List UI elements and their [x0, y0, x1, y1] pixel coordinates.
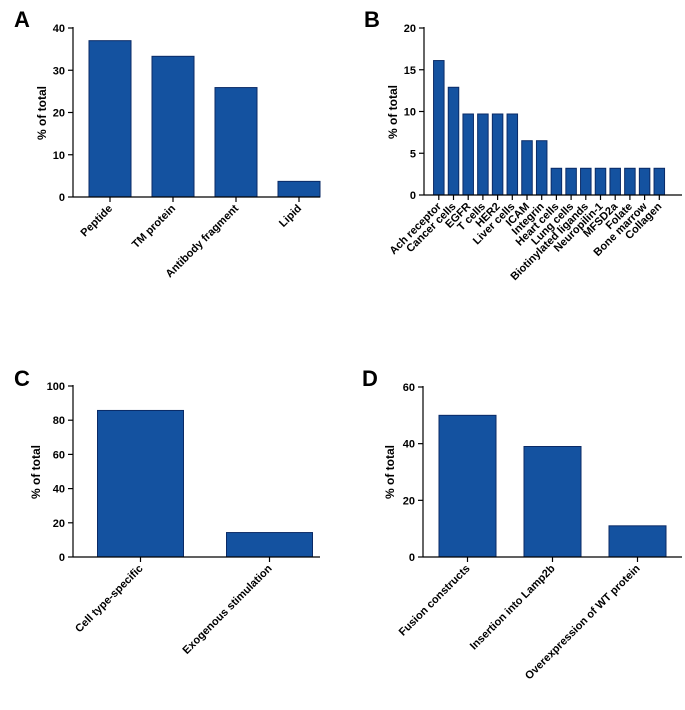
bar: [624, 167, 636, 196]
bar: [462, 113, 474, 196]
bar: [477, 113, 489, 196]
y-tick-label: 20: [53, 108, 65, 120]
y-tick-label: 60: [403, 382, 415, 394]
bar: [653, 167, 666, 196]
y-tick-label: 40: [403, 439, 415, 451]
y-axis-label: % of total: [383, 445, 397, 499]
y-tick-label: 0: [410, 190, 416, 202]
y-tick-label: 60: [53, 449, 65, 461]
bar: [277, 180, 321, 198]
x-tick-label: TM protein: [130, 202, 178, 250]
bar: [433, 60, 445, 196]
y-tick-label: 20: [53, 518, 65, 530]
bar: [97, 409, 184, 558]
bar: [535, 140, 548, 196]
bar: [608, 525, 667, 558]
bar: [521, 140, 533, 196]
panel-c: C 0 20 40 60 80 100 Cell type-specific Exogenou…: [14, 366, 320, 657]
y-tick-label: 15: [404, 65, 416, 77]
y-tick-label: 80: [53, 415, 65, 427]
x-tick-label: Lipid: [277, 203, 304, 230]
y-tick-label: 40: [53, 23, 65, 35]
x-tick-label: Peptide: [79, 203, 116, 240]
y-axis-label: % of total: [35, 86, 49, 140]
panel-letter: B: [364, 7, 380, 32]
x-tick-label: Insertion into Lamp2b: [468, 562, 558, 652]
panel-letter: D: [362, 366, 378, 391]
x-tick-label: Fusion constructs: [397, 563, 473, 639]
bar: [638, 167, 651, 196]
y-tick-label: 30: [53, 65, 65, 77]
bar: [491, 113, 504, 196]
bar: [609, 167, 621, 196]
x-tick-label: Exogenous stimulation: [181, 562, 275, 656]
bar: [580, 167, 592, 196]
bar: [523, 446, 582, 558]
y-tick-label: 0: [59, 192, 65, 204]
bar: [88, 40, 132, 198]
bar: [550, 167, 563, 196]
y-tick-label: 10: [404, 107, 416, 119]
y-tick-label: 5: [410, 148, 416, 160]
panel-letter: A: [14, 7, 30, 32]
y-tick-label: 40: [53, 484, 65, 496]
bar: [226, 532, 313, 558]
y-tick-label: 10: [53, 150, 65, 162]
x-tick-label: Cell type-specific: [73, 563, 145, 635]
y-axis-label: % of total: [29, 445, 43, 499]
y-tick-label: 0: [59, 552, 65, 564]
bar: [447, 86, 460, 196]
x-tick-label: Antibody fragment: [163, 202, 241, 280]
bar: [565, 167, 577, 196]
panel-letter: C: [14, 366, 30, 391]
y-tick-label: 0: [409, 552, 415, 564]
bar: [594, 167, 607, 196]
bar: [438, 414, 497, 558]
y-tick-label: 100: [47, 381, 65, 393]
bar: [151, 55, 195, 198]
bar: [214, 87, 258, 198]
y-tick-label: 20: [403, 495, 415, 507]
y-tick-label: 20: [404, 23, 416, 35]
bar: [506, 113, 519, 196]
y-axis-label: % of total: [386, 85, 400, 139]
